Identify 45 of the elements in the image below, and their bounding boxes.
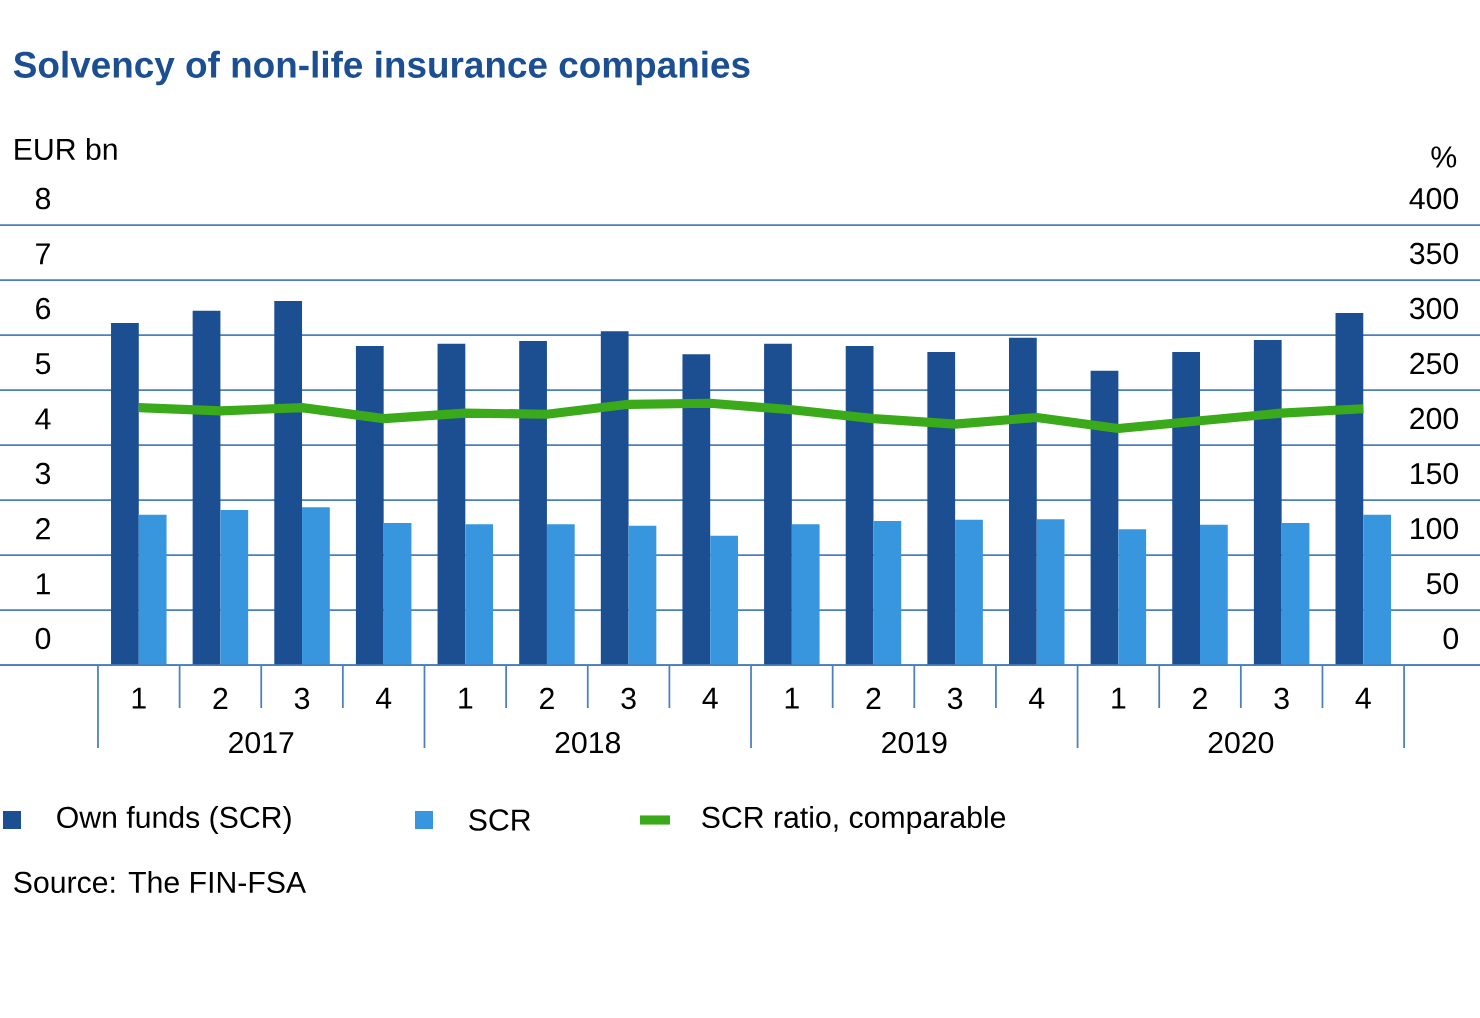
y2-axis-title: % bbox=[1431, 146, 1457, 168]
x-tick-label: 4 bbox=[1029, 687, 1045, 709]
chart-title: Solvency of non-life insurance companies bbox=[13, 50, 750, 86]
y2-tick-label: 300 bbox=[1409, 297, 1459, 320]
x-tick-label: 4 bbox=[1355, 687, 1371, 709]
y-tick-label: 1 bbox=[36, 573, 50, 595]
x-tick-label: 3 bbox=[621, 687, 636, 710]
legend-label: Own funds (SCR) bbox=[57, 805, 291, 835]
x-tick-label: 1 bbox=[785, 687, 799, 709]
text: 2019 bbox=[882, 731, 947, 754]
y-tick-label: 0 bbox=[35, 627, 51, 650]
x-tick-label: 1 bbox=[459, 687, 473, 709]
x-tick-label: 4 bbox=[375, 687, 392, 709]
y-tick-label: 3 bbox=[35, 462, 51, 485]
y2-tick-label: 250 bbox=[1410, 352, 1459, 375]
x-tick-label: 2 bbox=[866, 687, 881, 709]
y2-tick-label: 50 bbox=[1426, 572, 1459, 595]
y-tick-label: 8 bbox=[35, 187, 51, 210]
y-tick-label: 7 bbox=[36, 243, 50, 265]
y-axis-title: EUR bn bbox=[15, 137, 117, 161]
text: 2020 bbox=[1208, 731, 1274, 754]
source-note: Source: The FIN-FSA bbox=[14, 870, 307, 894]
x-tick-label: 1 bbox=[132, 687, 146, 709]
y-tick-label: 4 bbox=[35, 408, 51, 430]
x-tick-label: 1 bbox=[1112, 687, 1126, 709]
x-tick-label: 3 bbox=[294, 687, 310, 710]
x-tick-label: 4 bbox=[702, 687, 718, 709]
legend-label: SCR ratio, comparable bbox=[702, 805, 1006, 835]
y2-tick-label: 0 bbox=[1443, 627, 1459, 650]
x-tick-label: 2 bbox=[213, 687, 228, 709]
x-tick-label: 2 bbox=[540, 687, 554, 709]
text: 2018 bbox=[555, 731, 621, 754]
y2-tick-label: 400 bbox=[1409, 187, 1459, 210]
y2-tick-label: 150 bbox=[1411, 462, 1459, 485]
y-tick-label: 6 bbox=[36, 297, 51, 320]
x-tick-label: 2 bbox=[1193, 687, 1207, 709]
y-tick-label: 2 bbox=[36, 518, 50, 540]
y2-tick-label: 200 bbox=[1410, 407, 1459, 430]
x-tick-label: 3 bbox=[947, 687, 963, 710]
legend-label: SCR bbox=[469, 809, 531, 831]
y2-tick-label: 100 bbox=[1411, 517, 1459, 540]
y-tick-label: 5 bbox=[35, 353, 51, 375]
x-tick-label: 3 bbox=[1274, 687, 1289, 710]
text: 2017 bbox=[229, 731, 294, 754]
y2-tick-label: 350 bbox=[1409, 242, 1459, 265]
